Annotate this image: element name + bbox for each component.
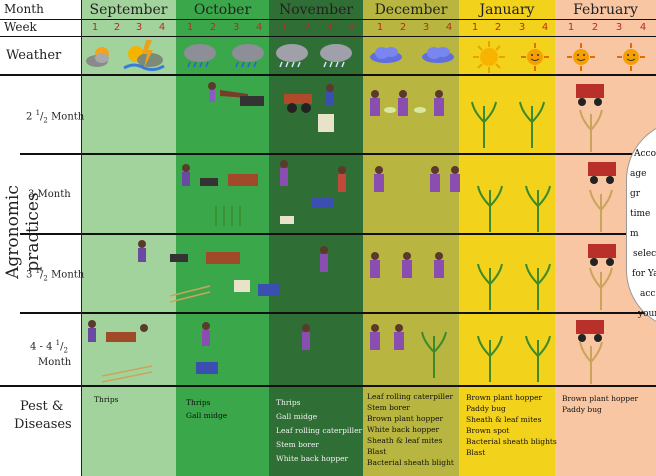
farmer-tilling-illustration bbox=[208, 82, 264, 106]
row-label-4-4-5-month: 4 - 4 1/2 bbox=[30, 339, 68, 355]
week-number: 4 bbox=[158, 22, 166, 33]
cloud-icon bbox=[422, 47, 454, 63]
week-number: 2 bbox=[591, 22, 599, 33]
week-number: 3 bbox=[518, 22, 526, 33]
month-february: February bbox=[573, 2, 638, 18]
week-number: 3 bbox=[135, 22, 143, 33]
row-label-month: Month bbox=[38, 357, 72, 368]
week-number: 1 bbox=[186, 22, 194, 33]
week-number: 4 bbox=[541, 22, 549, 33]
rice-plant-illustration bbox=[477, 185, 551, 232]
pest-diseases-label: Pest & Diseases bbox=[14, 399, 72, 432]
weather-label: Weather bbox=[6, 48, 62, 63]
sun-icon bbox=[521, 43, 549, 71]
october-column bbox=[176, 0, 269, 476]
farmer-tractor-illustration bbox=[284, 84, 334, 113]
grid-line bbox=[0, 19, 656, 20]
grid-line bbox=[0, 36, 656, 37]
grid-line bbox=[20, 312, 656, 314]
pest-list-october: Thrips Gall midge bbox=[186, 398, 228, 420]
grid-line bbox=[20, 153, 656, 155]
rain-cloud-icon bbox=[232, 44, 264, 68]
january-column bbox=[459, 0, 555, 476]
month-october: October bbox=[193, 2, 252, 18]
week-number: 2 bbox=[113, 22, 121, 33]
november-column bbox=[269, 0, 363, 476]
dry-rice-illustration bbox=[589, 267, 613, 310]
grid-line bbox=[81, 0, 82, 476]
grid-line bbox=[20, 233, 656, 235]
week-number: 4 bbox=[348, 22, 356, 33]
week-number: 1 bbox=[567, 22, 575, 33]
farmer-planting-illustration bbox=[196, 322, 310, 374]
farmer-group-illustration bbox=[370, 252, 444, 278]
week-number: 3 bbox=[232, 22, 240, 33]
farmer-group-illustration bbox=[370, 90, 444, 116]
row-label-2-5-month: 2 1/2 Month bbox=[26, 109, 85, 125]
side-note-text: Acco age gr time m selec for Ya acc your bbox=[630, 149, 656, 319]
farmer-plowing-illustration bbox=[138, 240, 240, 303]
grid-line bbox=[0, 385, 656, 387]
sun-thunder-icon bbox=[123, 40, 165, 72]
pest-list-february: Brown plant hopper Paddy bug bbox=[562, 394, 639, 414]
month-november: November bbox=[278, 2, 354, 18]
farmer-planting-illustration bbox=[234, 246, 328, 296]
pest-list-january: Brown plant hopper Paddy bug Sheath & le… bbox=[466, 393, 557, 457]
dry-rice-illustration bbox=[589, 189, 613, 232]
rice-plant-illustration bbox=[477, 263, 551, 310]
fertilizer-bag-icon bbox=[318, 114, 334, 132]
cloud-icon bbox=[370, 47, 402, 63]
row-label-3-month: 3 Month bbox=[28, 189, 71, 200]
row-label-3-5-month: 3 1/2 Month bbox=[26, 267, 85, 283]
week-number: 1 bbox=[471, 22, 479, 33]
week-number: 2 bbox=[209, 22, 217, 33]
month-label: Month bbox=[4, 2, 44, 16]
rain-cloud-icon bbox=[320, 44, 352, 68]
week-number: 1 bbox=[91, 22, 99, 33]
rain-cloud-icon bbox=[276, 44, 308, 68]
rain-cloud-icon bbox=[184, 44, 216, 68]
agronomic-practices-label: Agronomic practices bbox=[3, 185, 43, 279]
week-number: 2 bbox=[494, 22, 502, 33]
sun-icon bbox=[617, 43, 645, 71]
farmer-plowing-illustration bbox=[182, 164, 258, 226]
pest-list-december: Leaf rolling caterpiller Stem borer Brow… bbox=[367, 392, 454, 467]
month-january: January bbox=[479, 2, 535, 18]
week-number: 3 bbox=[325, 22, 333, 33]
farmer-group-illustration bbox=[374, 166, 460, 192]
farmer-planting-illustration bbox=[280, 160, 346, 224]
harvester-icon bbox=[576, 320, 604, 342]
partly-cloudy-icon bbox=[86, 47, 109, 67]
week-label: Week bbox=[4, 20, 37, 34]
harvester-icon bbox=[576, 84, 604, 106]
december-column bbox=[363, 0, 459, 476]
week-number: 3 bbox=[615, 22, 623, 33]
dry-rice-illustration bbox=[579, 109, 603, 152]
harvester-icon bbox=[588, 162, 616, 184]
week-number: 2 bbox=[303, 22, 311, 33]
month-september: September bbox=[89, 2, 168, 18]
week-number: 3 bbox=[422, 22, 430, 33]
week-number: 4 bbox=[639, 22, 647, 33]
left-header-bg bbox=[0, 0, 81, 476]
week-number: 1 bbox=[376, 22, 384, 33]
week-number: 2 bbox=[399, 22, 407, 33]
week-number: 4 bbox=[255, 22, 263, 33]
week-number: 1 bbox=[280, 22, 288, 33]
month-december: December bbox=[374, 2, 448, 18]
grid-line bbox=[0, 74, 656, 76]
sun-icon bbox=[567, 43, 595, 71]
rice-plant-illustration bbox=[471, 101, 545, 148]
rice-plant-illustration bbox=[477, 335, 551, 382]
sun-icon bbox=[473, 41, 505, 73]
september-column bbox=[81, 0, 176, 476]
pest-list-november: Thrips Gall midge Leaf rolling caterpill… bbox=[276, 398, 363, 463]
week-number: 4 bbox=[445, 22, 453, 33]
pest-list-september: Thrips bbox=[94, 395, 119, 404]
dry-rice-illustration bbox=[579, 341, 603, 384]
farmer-tilling-illustration bbox=[88, 320, 153, 383]
farmer-group-illustration bbox=[370, 324, 447, 378]
harvester-icon bbox=[588, 244, 616, 266]
